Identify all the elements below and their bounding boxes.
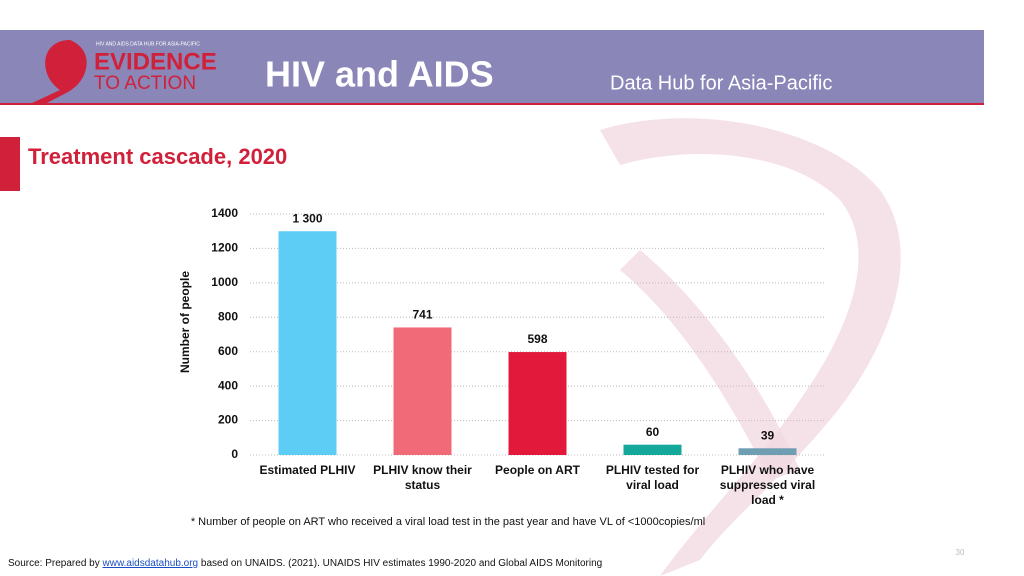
- x-tick-label: Estimated PLHIV: [259, 463, 356, 477]
- source-suffix: based on UNAIDS. (2021). UNAIDS HIV esti…: [200, 558, 603, 569]
- title-accent: [0, 137, 20, 191]
- logo-ribbon: [30, 40, 87, 104]
- ribbon-decoration: [600, 118, 901, 576]
- y-axis-label: Number of people: [178, 271, 192, 373]
- y-tick-label: 0: [231, 447, 238, 461]
- bar: [623, 444, 682, 455]
- x-tick-label: PLHIV know their status: [373, 463, 472, 492]
- y-tick-label: 200: [218, 413, 238, 427]
- bar: [508, 352, 567, 455]
- header-subtitle: Data Hub for Asia-Pacific: [610, 72, 832, 94]
- bar: [393, 327, 452, 455]
- source: Source: Prepared by www.aidsdatahub.org …: [8, 558, 602, 569]
- ribbon-decoration: [620, 250, 800, 480]
- y-tick-label: 1000: [211, 275, 238, 289]
- value-label: 598: [527, 332, 547, 346]
- x-tick-label: PLHIV who have suppressed viral load *: [719, 463, 816, 507]
- header-title: HIV and AIDS: [265, 54, 494, 95]
- logo-top: HIV AND AIDS DATA HUB FOR ASIA-PACIFIC: [96, 41, 200, 47]
- value-label: 741: [412, 308, 432, 322]
- value-label: 1 300: [292, 211, 322, 225]
- value-label: 39: [761, 428, 775, 442]
- bar: [738, 448, 797, 455]
- logo-line: TO ACTION: [94, 73, 196, 94]
- source-link[interactable]: www.aidsdatahub.org: [102, 558, 199, 569]
- logo-line: EVIDENCE: [94, 48, 217, 75]
- slide-title: Treatment cascade, 2020: [28, 144, 287, 169]
- y-tick-label: 600: [218, 344, 238, 358]
- y-tick-label: 400: [218, 378, 238, 392]
- y-tick-label: 1400: [211, 206, 238, 220]
- y-tick-label: 1200: [211, 241, 238, 255]
- page-number: 30: [956, 548, 965, 557]
- x-tick-label: People on ART: [495, 463, 580, 477]
- x-tick-label: PLHIV tested for viral load: [605, 463, 700, 492]
- header-band: [0, 30, 984, 104]
- y-tick-label: 800: [218, 309, 238, 323]
- source-prefix: Source: Prepared by: [8, 558, 100, 569]
- bar: [278, 231, 337, 455]
- header-rule: [0, 103, 984, 105]
- footnote: * Number of people on ART who received a…: [191, 516, 705, 528]
- value-label: 60: [646, 425, 660, 439]
